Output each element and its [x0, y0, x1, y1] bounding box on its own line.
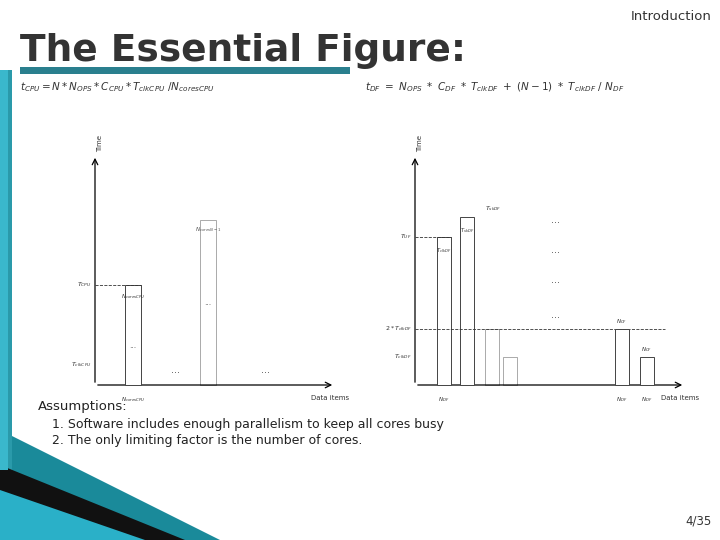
Text: $T_{CPU}$: $T_{CPU}$ — [77, 281, 92, 289]
Text: $2*T_{clkDF}$: $2*T_{clkDF}$ — [384, 325, 412, 333]
Text: 4/35: 4/35 — [685, 515, 712, 528]
Bar — [640, 357, 654, 385]
Bar — [503, 357, 517, 385]
Text: ...: ... — [261, 365, 269, 375]
Bar — [437, 237, 451, 385]
Text: Assumptions:: Assumptions: — [38, 400, 127, 413]
Text: ...: ... — [551, 275, 559, 285]
Text: Data items: Data items — [661, 395, 699, 401]
Bar — [0, 70, 8, 470]
Polygon shape — [0, 430, 220, 540]
Bar — [460, 217, 474, 385]
Text: $N_{DF}$: $N_{DF}$ — [438, 395, 450, 404]
Bar — [615, 329, 629, 385]
Text: 1. Software includes enough parallelism to keep all cores busy: 1. Software includes enough parallelism … — [52, 418, 444, 431]
Text: $T_{UF}$: $T_{UF}$ — [400, 233, 412, 241]
Text: 2. The only limiting factor is the number of cores.: 2. The only limiting factor is the numbe… — [52, 434, 362, 447]
Text: ...: ... — [171, 365, 179, 375]
Bar — [0, 70, 12, 470]
Text: $N_{coresCPU}$: $N_{coresCPU}$ — [121, 293, 145, 301]
Bar — [125, 285, 141, 385]
Text: $t_{DF}\ =\ N_{OPS}\ *\ C_{DF}\ *\ T_{clkDF}\ +\ (N-1)\ *\ T_{clkDF}\ /\ N_{DF}$: $t_{DF}\ =\ N_{OPS}\ *\ C_{DF}\ *\ T_{cl… — [365, 80, 624, 93]
Text: $N_{DF}$: $N_{DF}$ — [616, 395, 628, 404]
Text: ...: ... — [551, 310, 559, 320]
Text: Data items: Data items — [311, 395, 349, 401]
Text: $N_{coresN-1}$: $N_{coresN-1}$ — [195, 226, 221, 234]
Text: $N_{CF}$: $N_{CF}$ — [642, 345, 652, 354]
Text: $N_{coresCPU}$: $N_{coresCPU}$ — [121, 395, 145, 404]
Text: $N_{CF}$: $N_{CF}$ — [616, 317, 628, 326]
Text: $T_{skDF}$: $T_{skDF}$ — [460, 227, 474, 235]
Text: ...: ... — [204, 298, 212, 307]
Text: ...: ... — [551, 245, 559, 255]
Bar — [200, 220, 216, 385]
Text: $T_{clkCPU}$: $T_{clkCPU}$ — [71, 361, 92, 369]
Bar — [485, 329, 499, 385]
Text: $T_{clkDF}$: $T_{clkDF}$ — [394, 353, 412, 361]
Text: $T_{skDF}$: $T_{skDF}$ — [485, 204, 502, 213]
Text: ...: ... — [130, 341, 137, 349]
Text: Time: Time — [417, 135, 423, 152]
Text: $N_{DF}$: $N_{DF}$ — [642, 395, 653, 404]
Text: ...: ... — [551, 215, 559, 225]
Polygon shape — [0, 465, 185, 540]
Text: The Essential Figure:: The Essential Figure: — [20, 33, 466, 69]
Bar — [20, 67, 350, 74]
Polygon shape — [0, 490, 145, 540]
Text: Introduction: Introduction — [631, 10, 712, 23]
Text: $T_{clkDF}$: $T_{clkDF}$ — [436, 247, 451, 255]
Text: $t_{CPU} = N * N_{OPS} * C_{CPU}*T_{clkCPU}\ /N_{coresCPU}$: $t_{CPU} = N * N_{OPS} * C_{CPU}*T_{clkC… — [20, 80, 215, 94]
Text: Time: Time — [97, 135, 103, 152]
